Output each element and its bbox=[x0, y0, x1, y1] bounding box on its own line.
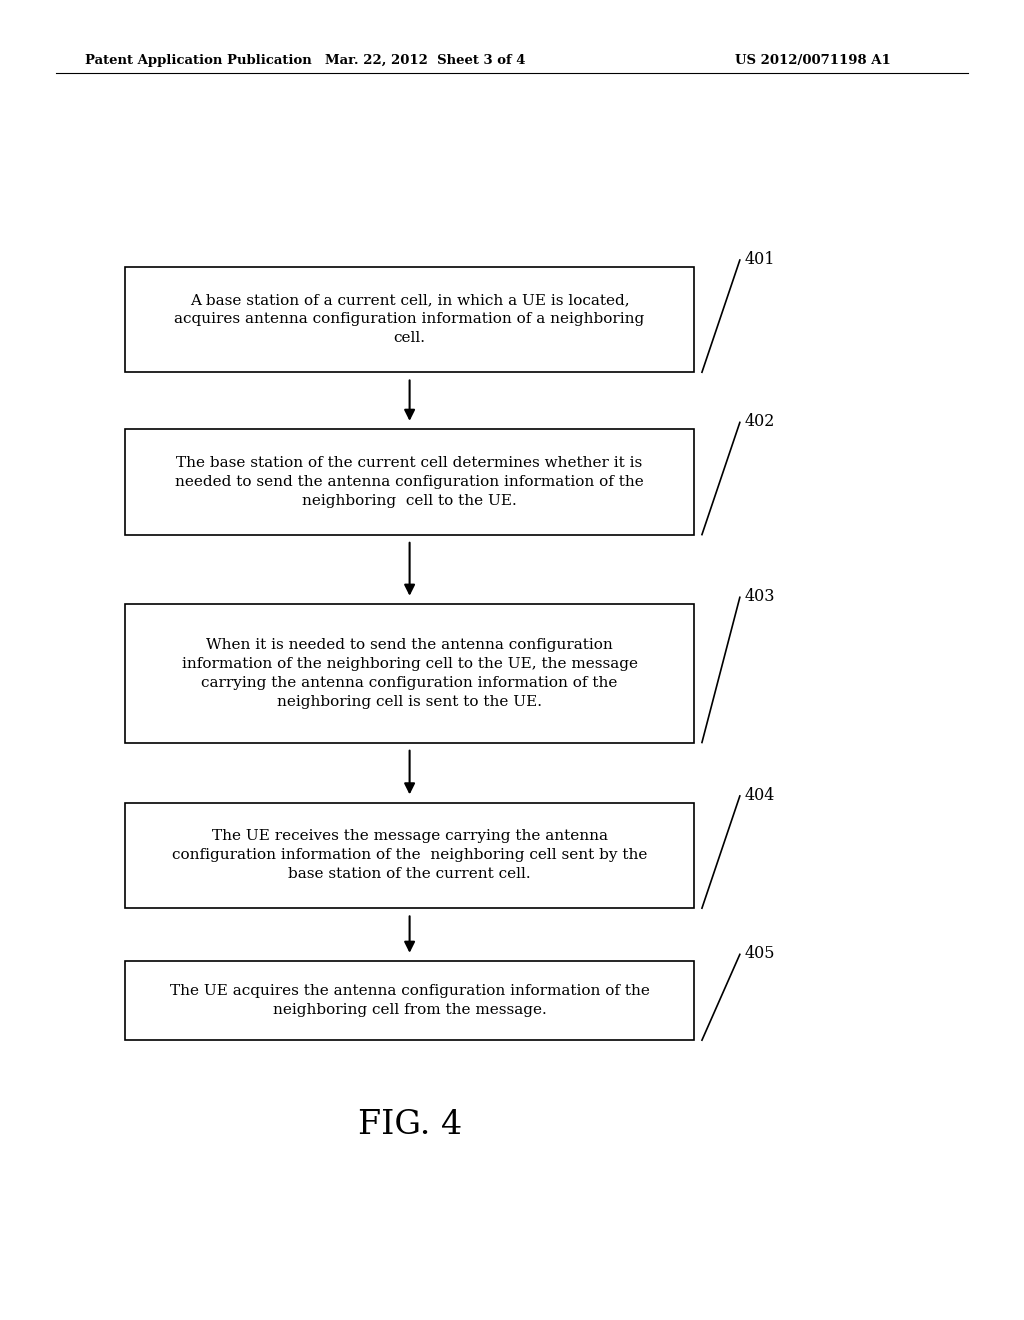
Bar bbox=[125, 961, 694, 1040]
Text: FIG. 4: FIG. 4 bbox=[357, 1109, 462, 1140]
Text: 405: 405 bbox=[745, 945, 775, 962]
Text: When it is needed to send the antenna configuration
information of the neighbori: When it is needed to send the antenna co… bbox=[181, 638, 638, 709]
Text: 402: 402 bbox=[745, 413, 775, 430]
Text: 404: 404 bbox=[745, 787, 775, 804]
Text: Mar. 22, 2012  Sheet 3 of 4: Mar. 22, 2012 Sheet 3 of 4 bbox=[325, 54, 525, 67]
Text: Patent Application Publication: Patent Application Publication bbox=[85, 54, 311, 67]
Text: A base station of a current cell, in which a UE is located,
acquires antenna con: A base station of a current cell, in whi… bbox=[174, 293, 645, 346]
Text: The UE receives the message carrying the antenna
configuration information of th: The UE receives the message carrying the… bbox=[172, 829, 647, 882]
Text: 401: 401 bbox=[745, 251, 775, 268]
Bar bbox=[125, 605, 694, 742]
Text: US 2012/0071198 A1: US 2012/0071198 A1 bbox=[735, 54, 891, 67]
Text: 403: 403 bbox=[745, 589, 775, 605]
Text: The UE acquires the antenna configuration information of the
neighboring cell fr: The UE acquires the antenna configuratio… bbox=[170, 985, 649, 1016]
Bar bbox=[125, 429, 694, 535]
Text: The base station of the current cell determines whether it is
needed to send the: The base station of the current cell det… bbox=[175, 455, 644, 508]
Bar bbox=[125, 267, 694, 372]
Bar bbox=[125, 803, 694, 908]
